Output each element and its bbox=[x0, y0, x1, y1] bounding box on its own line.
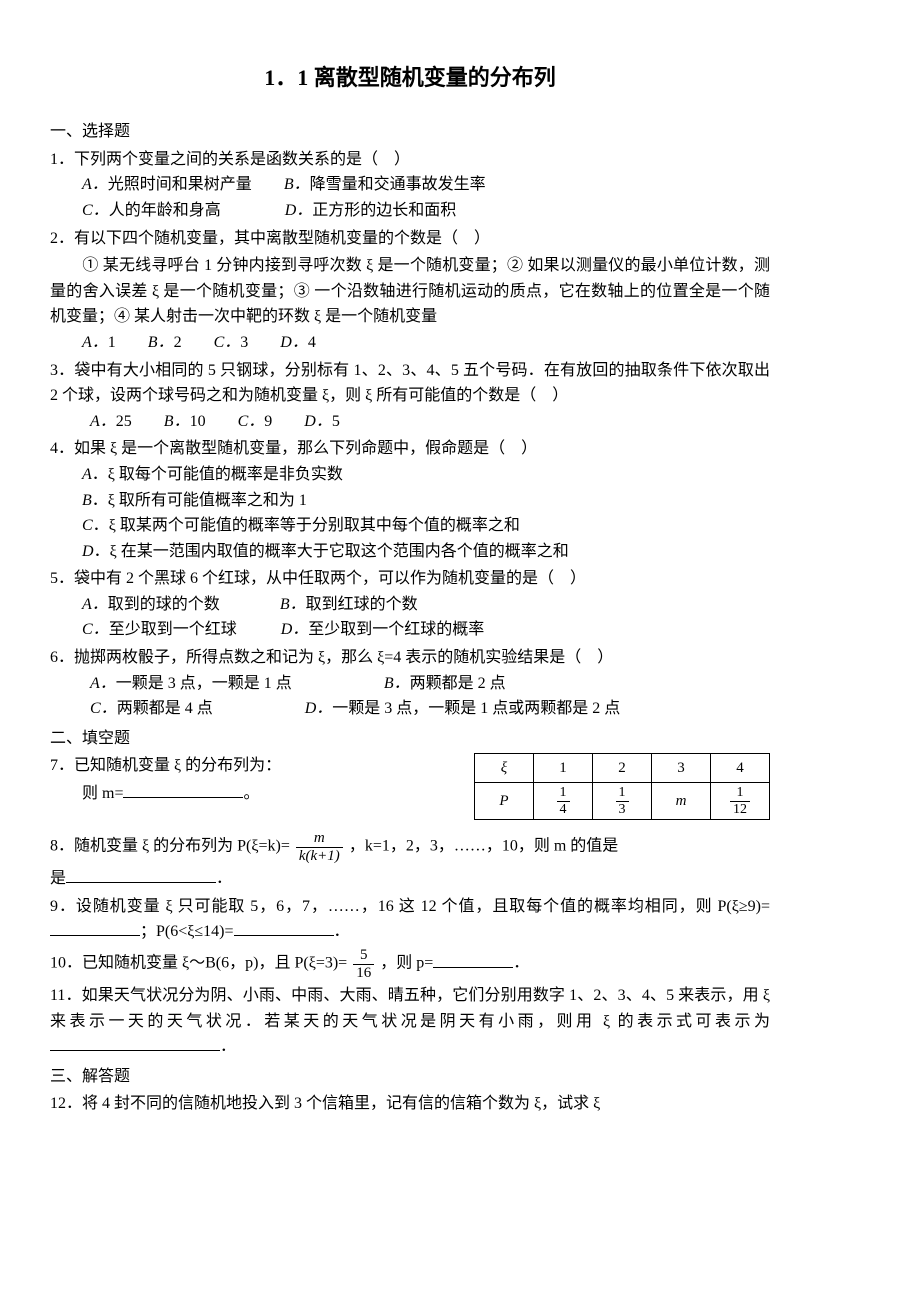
q5-opt-d: 至少取到一个红球的概率 bbox=[308, 621, 484, 638]
q5-options-row1: A．取到的球的个数 B．取到红球的个数 bbox=[50, 592, 770, 618]
q3-opt-c: 9 bbox=[264, 413, 272, 430]
q7-p: P bbox=[475, 783, 534, 820]
q2-opt-d: 4 bbox=[308, 334, 316, 351]
q9-tail: ． bbox=[334, 923, 350, 940]
q6-opt-a: 一颗是 3 点，一颗是 1 点 bbox=[116, 675, 292, 692]
q6-opt-b: 两颗都是 2 点 bbox=[410, 675, 506, 692]
q1-opt-a: 光照时间和果树产量 bbox=[108, 176, 252, 193]
q7-p2: 13 bbox=[593, 783, 652, 820]
q2-options: A．1 B．2 C．3 D．4 bbox=[50, 330, 770, 356]
q4-opt-d: D．ξ 在某一范围内取值的概率大于它取这个范围内各个值的概率之和 bbox=[50, 539, 770, 565]
table-row: P 14 13 m 112 bbox=[475, 783, 770, 820]
q7-x4: 4 bbox=[711, 754, 770, 783]
q9-line1: 9．设随机变量 ξ 只可能取 5，6，7，……，16 这 12 个值，且取每个值… bbox=[50, 898, 770, 915]
q9-mid: ；P(6<ξ≤14)= bbox=[140, 923, 234, 940]
q4-opt-a-text: ξ 取每个可能值的概率是非负实数 bbox=[108, 466, 343, 483]
q7-p4: 112 bbox=[711, 783, 770, 820]
q7-p4n: 1 bbox=[730, 785, 750, 801]
table-row: ξ 1 2 3 4 bbox=[475, 754, 770, 783]
q3-opt-b: 10 bbox=[190, 413, 206, 430]
q11: 11．如果天气状况分为阴、小雨、中雨、大雨、晴五种，它们分别用数字 1、2、3、… bbox=[50, 983, 770, 1060]
q1-opt-d: 正方形的边长和面积 bbox=[312, 202, 456, 219]
section-2-heading: 二、填空题 bbox=[50, 726, 770, 752]
q5-opt-b: 取到红球的个数 bbox=[306, 596, 418, 613]
q4-stem: 4．如果 ξ 是一个离散型随机变量，那么下列命题中，假命题是（ ） bbox=[50, 436, 770, 462]
q10-num: 5 bbox=[353, 947, 374, 965]
q3-stem: 3．袋中有大小相同的 5 只钢球，分别标有 1、2、3、4、5 五个号码．在有放… bbox=[50, 358, 770, 409]
q8-pre: 8．随机变量 ξ 的分布列为 P(ξ=k)= bbox=[50, 838, 290, 855]
q7-blank bbox=[123, 781, 243, 798]
q12: 12．将 4 封不同的信随机地投入到 3 个信箱里，记有信的信箱个数为 ξ，试求… bbox=[50, 1091, 770, 1117]
q8-den: k(k+1) bbox=[296, 848, 343, 865]
q10: 10．已知随机变量 ξ～B(6，p)，且 P(ξ=3)= 516 ，则 p= ． bbox=[50, 947, 770, 981]
q1-options-row2: C．人的年龄和身高 D．正方形的边长和面积 bbox=[50, 198, 770, 224]
q1-opt-c: 人的年龄和身高 bbox=[109, 202, 221, 219]
q7-then: 则 m=。 bbox=[50, 781, 454, 807]
q11-tail: ． bbox=[220, 1038, 236, 1055]
q6-opt-d: 一颗是 3 点，一颗是 1 点或两颗都是 2 点 bbox=[332, 700, 620, 717]
q3-options: A．25 B．10 C．9 D．5 bbox=[50, 409, 770, 435]
q9-blank2 bbox=[234, 935, 334, 936]
q7-stem: 7．已知随机变量 ξ 的分布列为： bbox=[50, 753, 454, 779]
q10-blank bbox=[433, 967, 513, 968]
q8-blank bbox=[66, 866, 216, 883]
q2-stem: 2．有以下四个随机变量，其中离散型随机变量的个数是（ ） bbox=[50, 226, 770, 252]
q10-tail: ． bbox=[513, 955, 529, 972]
q4-opt-c-text: ξ 取某两个可能值的概率等于分别取其中每个值的概率之和 bbox=[109, 517, 520, 534]
q10-pre: 10．已知随机变量 ξ～B(6，p)，且 P(ξ=3)= bbox=[50, 955, 347, 972]
q6-options-row2: C．两颗都是 4 点 D．一颗是 3 点，一颗是 1 点或两颗都是 2 点 bbox=[50, 696, 770, 722]
q7-p1: 14 bbox=[534, 783, 593, 820]
q5-options-row2: C．至少取到一个红球 D．至少取到一个红球的概率 bbox=[50, 617, 770, 643]
q4-opt-b-text: ξ 取所有可能值概率之和为 1 bbox=[108, 492, 307, 509]
q7-p1d: 4 bbox=[557, 802, 570, 817]
q5-opt-c: 至少取到一个红球 bbox=[109, 621, 237, 638]
q4-opt-d-text: ξ 在某一范围内取值的概率大于它取这个范围内各个值的概率之和 bbox=[110, 543, 569, 560]
q7-x1: 1 bbox=[534, 754, 593, 783]
q1-options-row1: A．光照时间和果树产量 B．降雪量和交通事故发生率 bbox=[50, 172, 770, 198]
q3-opt-a: 25 bbox=[116, 413, 132, 430]
q5-stem: 5．袋中有 2 个黑球 6 个红球，从中任取两个，可以作为随机变量的是（ ） bbox=[50, 566, 770, 592]
q7-x3: 3 bbox=[652, 754, 711, 783]
q2-opt-c: 3 bbox=[240, 334, 248, 351]
q2-opt-a: 1 bbox=[108, 334, 116, 351]
q4-opt-a: A．ξ 取每个可能值的概率是非负实数 bbox=[50, 462, 770, 488]
section-3-heading: 三、解答题 bbox=[50, 1064, 770, 1090]
q2-opt-b: 2 bbox=[174, 334, 182, 351]
q2-body: ① 某无线寻呼台 1 分钟内接到寻呼次数 ξ 是一个随机变量；② 如果以测量仪的… bbox=[50, 253, 770, 330]
q8-num: m bbox=[296, 830, 343, 848]
q8-tail: ． bbox=[216, 870, 232, 887]
q8: 8．随机变量 ξ 的分布列为 P(ξ=k)= mk(k+1) ，k=1，2，3，… bbox=[50, 830, 770, 864]
page-title: 1．1 离散型随机变量的分布列 bbox=[50, 60, 770, 95]
q10-den: 16 bbox=[353, 965, 374, 982]
q7-xi: ξ bbox=[475, 754, 534, 783]
section-1-heading: 一、选择题 bbox=[50, 119, 770, 145]
q7-table: ξ 1 2 3 4 P 14 13 m 112 bbox=[474, 753, 770, 820]
q8-post: ，k=1，2，3，……，10，则 m 的值是 bbox=[349, 838, 618, 855]
q1-opt-b: 降雪量和交通事故发生率 bbox=[310, 176, 486, 193]
q6-options-row1: A．一颗是 3 点，一颗是 1 点 B．两颗都是 2 点 bbox=[50, 671, 770, 697]
q7-p2d: 3 bbox=[616, 802, 629, 817]
q4-opt-c: C．ξ 取某两个可能值的概率等于分别取其中每个值的概率之和 bbox=[50, 513, 770, 539]
q1-stem: 1．下列两个变量之间的关系是函数关系的是（ ） bbox=[50, 147, 770, 173]
q8-line2: 是． bbox=[50, 866, 770, 892]
q7-p1n: 1 bbox=[557, 785, 570, 801]
q7-then-text: 则 m= bbox=[50, 785, 123, 802]
q7-p4d: 12 bbox=[730, 802, 750, 817]
q6-stem: 6．抛掷两枚骰子，所得点数之和记为 ξ，那么 ξ=4 表示的随机实验结果是（ ） bbox=[50, 645, 770, 671]
q3-opt-d: 5 bbox=[332, 413, 340, 430]
q9-blank1 bbox=[50, 935, 140, 936]
q7-p3: m bbox=[652, 783, 711, 820]
q7-x2: 2 bbox=[593, 754, 652, 783]
q11-line1: 11．如果天气状况分为阴、小雨、中雨、大雨、晴五种，它们分别用数字 1、2、3、… bbox=[50, 987, 770, 1030]
q10-post: ，则 p= bbox=[380, 955, 433, 972]
q4-opt-b: B．ξ 取所有可能值概率之和为 1 bbox=[50, 488, 770, 514]
q11-blank bbox=[50, 1034, 220, 1051]
q5-opt-a: 取到的球的个数 bbox=[108, 596, 220, 613]
q6-opt-c: 两颗都是 4 点 bbox=[117, 700, 213, 717]
q9: 9．设随机变量 ξ 只可能取 5，6，7，……，16 这 12 个值，且取每个值… bbox=[50, 894, 770, 945]
q7-p2n: 1 bbox=[616, 785, 629, 801]
